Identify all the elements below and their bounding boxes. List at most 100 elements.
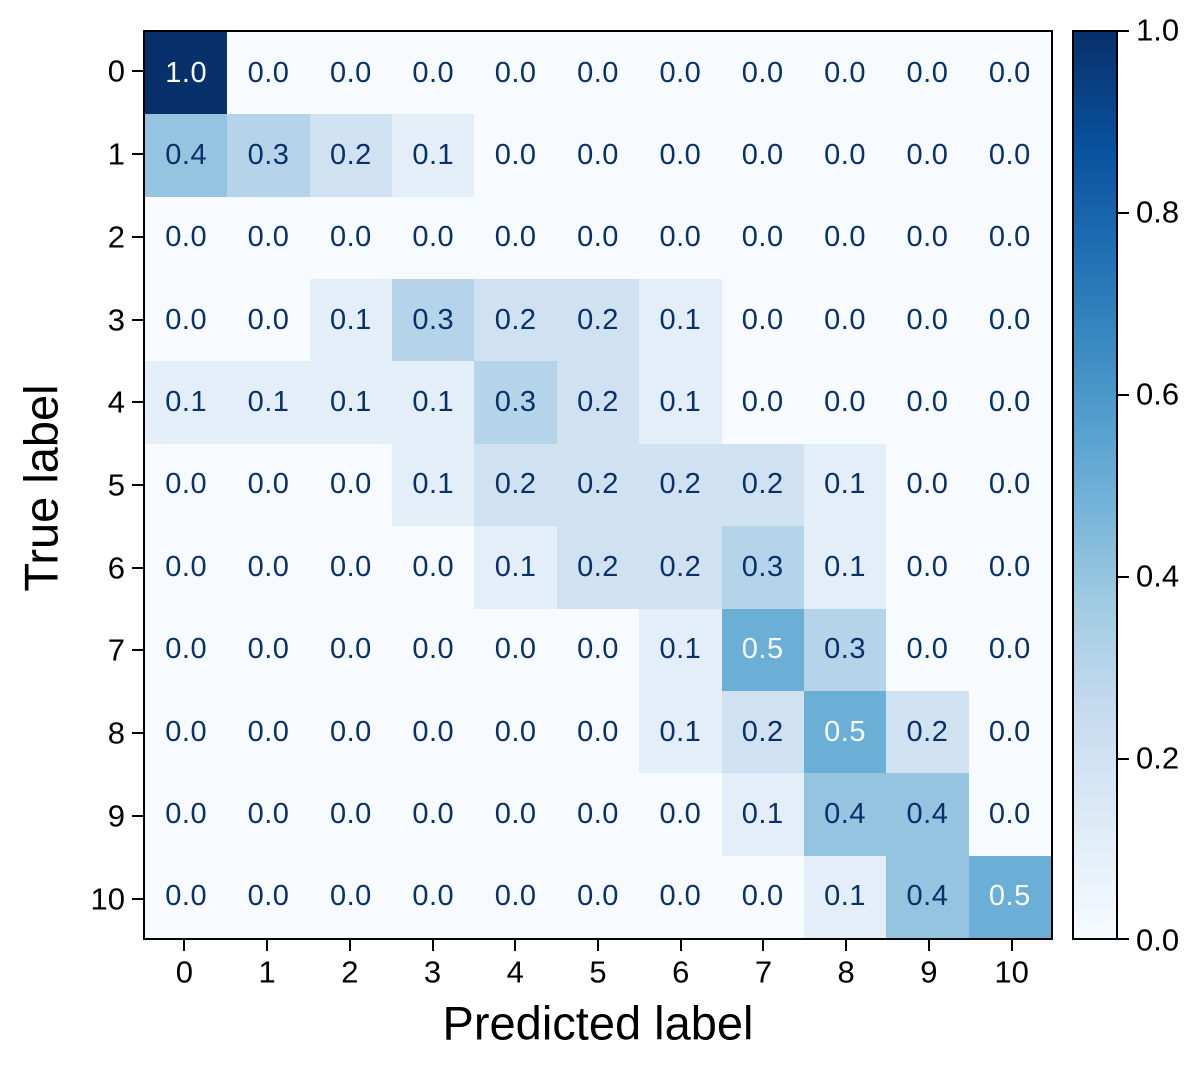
colorbar-tick-label-0.6: 0.6 [1136, 376, 1180, 412]
heatmap-cell-r5-c1: 0.0 [227, 443, 310, 527]
y-tick-label-9: 9 [107, 798, 125, 834]
heatmap-cell-r8-c5: 0.0 [556, 690, 640, 774]
heatmap-cell-r10-c9: 0.4 [886, 855, 969, 938]
heatmap-cell-r3-c6: 0.1 [639, 279, 722, 362]
colorbar-tick-mark-0.4 [1118, 576, 1129, 578]
heatmap-cell-r10-c1: 0.0 [227, 855, 310, 938]
heatmap-cell-r9-c4: 0.0 [474, 773, 557, 856]
y-tick-label-10: 10 [90, 881, 125, 917]
heatmap-cell-r0-c6: 0.0 [639, 32, 722, 115]
y-tick-mark-10 [132, 897, 143, 900]
colorbar-tick-mark-0.6 [1118, 394, 1129, 396]
heatmap-cell-r3-c0: 0.0 [145, 279, 228, 362]
heatmap-cell-r3-c3: 0.3 [392, 279, 475, 362]
heatmap-cell-r8-c7: 0.2 [721, 690, 804, 774]
y-tick-label-1: 1 [107, 136, 125, 172]
heatmap-cell-r1-c3: 0.1 [392, 114, 475, 197]
heatmap-cell-r9-c2: 0.0 [309, 773, 393, 856]
heatmap-cell-r10-c3: 0.0 [392, 855, 475, 938]
heatmap-cell-r2-c6: 0.0 [639, 196, 722, 280]
colorbar-tick-mark-1.0 [1118, 30, 1129, 32]
colorbar-tick-label-0.2: 0.2 [1136, 740, 1180, 776]
y-tick-label-4: 4 [107, 384, 125, 420]
heatmap-cell-r6-c3: 0.0 [392, 526, 475, 609]
heatmap-cell-r6-c7: 0.3 [721, 526, 804, 609]
y-tick-mark-8 [132, 732, 143, 735]
heatmap-cell-r10-c2: 0.0 [309, 855, 393, 938]
heatmap-cell-r0-c3: 0.0 [392, 32, 475, 115]
heatmap-cell-r2-c7: 0.0 [721, 196, 804, 280]
heatmap-cell-r9-c0: 0.0 [145, 773, 228, 856]
heatmap-cell-r8-c8: 0.5 [803, 690, 887, 774]
colorbar-tick-label-0.4: 0.4 [1136, 558, 1180, 594]
heatmap-cell-r1-c7: 0.0 [721, 114, 804, 197]
heatmap-cell-r5-c0: 0.0 [145, 443, 228, 527]
x-axis-label: Predicted label [442, 996, 754, 1050]
y-tick-label-7: 7 [107, 632, 125, 668]
heatmap-cell-r3-c4: 0.2 [474, 279, 557, 362]
heatmap-cell-r0-c1: 0.0 [227, 32, 310, 115]
y-tick-mark-2 [132, 235, 143, 238]
y-tick-mark-6 [132, 566, 143, 569]
colorbar-tick-mark-0.0 [1118, 938, 1129, 940]
heatmap-cell-r2-c10: 0.0 [968, 196, 1051, 280]
heatmap-cell-r6-c4: 0.1 [474, 526, 557, 609]
heatmap-cell-r9-c5: 0.0 [556, 773, 640, 856]
confusion-matrix-heatmap: 1.0 0.0 0.0 0.0 0.0 0.0 0.0 0.0 0.0 0.0 0.0 0.4 0.3 0… [143, 30, 1053, 940]
heatmap-cell-r4-c9: 0.0 [886, 361, 969, 444]
heatmap-cell-r9-c9: 0.4 [886, 773, 969, 856]
heatmap-cell-r10-c10: 0.5 [968, 855, 1051, 938]
heatmap-cell-r3-c5: 0.2 [556, 279, 640, 362]
heatmap-cell-r1-c8: 0.0 [803, 114, 887, 197]
x-tick-mark-1 [266, 940, 269, 951]
heatmap-cell-r4-c6: 0.1 [639, 361, 722, 444]
heatmap-cell-r3-c9: 0.0 [886, 279, 969, 362]
x-tick-label-10: 10 [994, 954, 1029, 990]
heatmap-cell-r1-c4: 0.0 [474, 114, 557, 197]
heatmap-cell-r6-c6: 0.2 [639, 526, 722, 609]
heatmap-cell-r10-c0: 0.0 [145, 855, 228, 938]
heatmap-cell-r4-c8: 0.0 [803, 361, 887, 444]
heatmap-cell-r6-c9: 0.0 [886, 526, 969, 609]
x-tick-mark-5 [597, 940, 599, 951]
heatmap-cell-r9-c3: 0.0 [392, 773, 475, 856]
x-tick-mark-10 [1010, 940, 1013, 951]
heatmap-cell-r5-c8: 0.1 [803, 443, 887, 527]
y-tick-label-6: 6 [107, 550, 125, 586]
x-tick-mark-6 [679, 940, 682, 951]
x-tick-mark-0 [183, 940, 186, 951]
heatmap-cell-r2-c0: 0.0 [145, 196, 228, 280]
x-tick-mark-2 [348, 940, 351, 951]
heatmap-cell-r6-c2: 0.0 [309, 526, 393, 609]
heatmap-cell-r2-c9: 0.0 [886, 196, 969, 280]
heatmap-cell-r7-c3: 0.0 [392, 608, 475, 691]
heatmap-cell-r7-c4: 0.0 [474, 608, 557, 691]
heatmap-cell-r3-c10: 0.0 [968, 279, 1051, 362]
y-axis-label: True label [14, 384, 68, 592]
heatmap-cell-r0-c8: 0.0 [803, 32, 887, 115]
heatmap-cell-r5-c3: 0.1 [392, 443, 475, 527]
heatmap-cell-r5-c4: 0.2 [474, 443, 557, 527]
heatmap-cell-r3-c1: 0.0 [227, 279, 310, 362]
heatmap-cell-r9-c7: 0.1 [721, 773, 804, 856]
heatmap-cell-r1-c2: 0.2 [309, 114, 393, 197]
y-tick-label-8: 8 [107, 715, 125, 751]
heatmap-cell-r0-c5: 0.0 [556, 32, 640, 115]
heatmap-cell-r8-c0: 0.0 [145, 690, 228, 774]
x-tick-label-3: 3 [423, 954, 442, 990]
heatmap-cell-r10-c6: 0.0 [639, 855, 722, 938]
heatmap-cell-r4-c10: 0.0 [968, 361, 1051, 444]
heatmap-cell-r7-c1: 0.0 [227, 608, 310, 691]
heatmap-cell-r2-c4: 0.0 [474, 196, 557, 280]
y-tick-mark-0 [132, 70, 143, 73]
y-tick-label-0: 0 [107, 53, 125, 89]
heatmap-cell-r10-c4: 0.0 [474, 855, 557, 938]
x-tick-label-4: 4 [506, 954, 524, 990]
x-tick-label-8: 8 [837, 954, 855, 990]
heatmap-cell-r5-c10: 0.0 [968, 443, 1051, 527]
x-tick-label-2: 2 [341, 954, 359, 990]
heatmap-cell-r8-c9: 0.2 [886, 690, 969, 774]
x-tick-label-6: 6 [672, 954, 690, 990]
heatmap-cell-r2-c3: 0.0 [392, 196, 475, 280]
